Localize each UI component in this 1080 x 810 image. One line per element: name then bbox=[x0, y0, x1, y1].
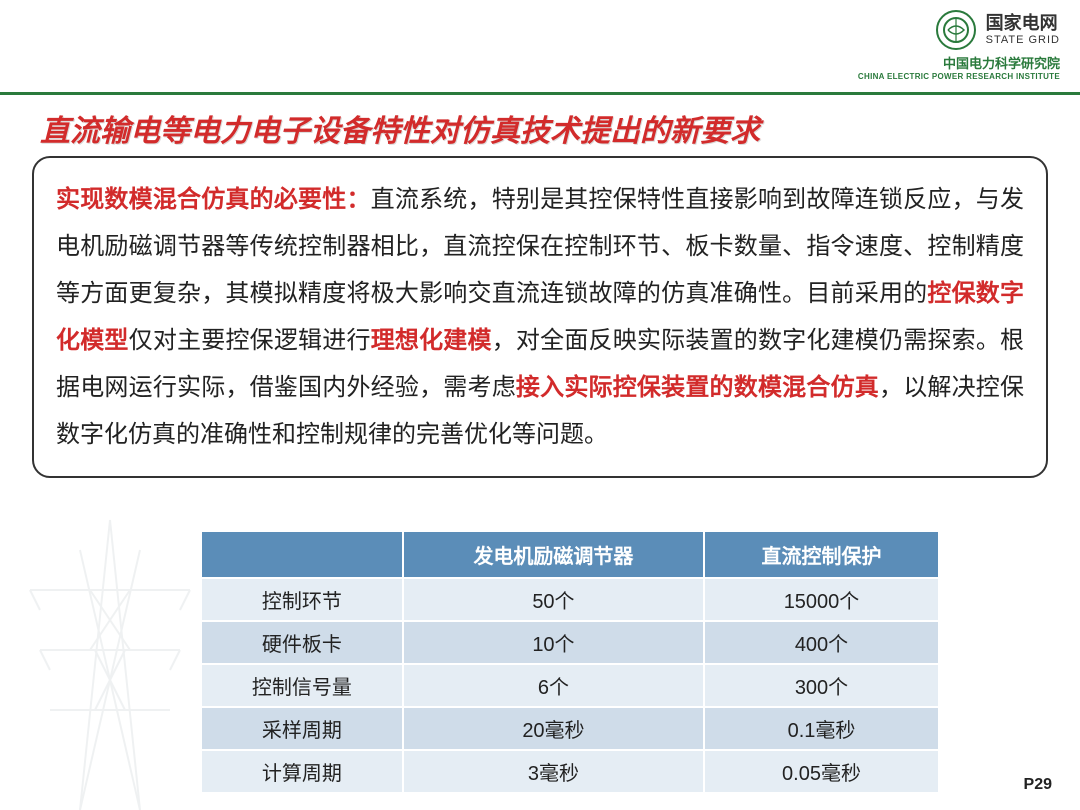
state-grid-logo-icon bbox=[936, 10, 976, 50]
comparison-table-wrap: 发电机励磁调节器 直流控制保护 控制环节 50个 15000个 硬件板卡 10个… bbox=[200, 530, 940, 794]
tower-decoration bbox=[0, 510, 220, 810]
cell: 计算周期 bbox=[201, 750, 403, 793]
cell: 0.1毫秒 bbox=[704, 707, 939, 750]
table-row: 采样周期 20毫秒 0.1毫秒 bbox=[201, 707, 939, 750]
table-row: 控制环节 50个 15000个 bbox=[201, 578, 939, 621]
sub-org: 中国电力科学研究院 CHINA ELECTRIC POWER RESEARCH … bbox=[858, 56, 1060, 82]
cell: 15000个 bbox=[704, 578, 939, 621]
cell: 采样周期 bbox=[201, 707, 403, 750]
comparison-table: 发电机励磁调节器 直流控制保护 控制环节 50个 15000个 硬件板卡 10个… bbox=[200, 530, 940, 794]
sub-org-cn: 中国电力科学研究院 bbox=[858, 56, 1060, 72]
cell: 0.05毫秒 bbox=[704, 750, 939, 793]
cell: 6个 bbox=[403, 664, 704, 707]
th-2: 直流控制保护 bbox=[704, 531, 939, 578]
table-row: 计算周期 3毫秒 0.05毫秒 bbox=[201, 750, 939, 793]
table-header-row: 发电机励磁调节器 直流控制保护 bbox=[201, 531, 939, 578]
org-names: 国家电网 STATE GRID bbox=[986, 13, 1060, 48]
page-number: P29 bbox=[1024, 776, 1052, 794]
cell: 硬件板卡 bbox=[201, 621, 403, 664]
sub-org-en: CHINA ELECTRIC POWER RESEARCH INSTITUTE bbox=[858, 72, 1060, 82]
table-body: 控制环节 50个 15000个 硬件板卡 10个 400个 控制信号量 6个 3… bbox=[201, 578, 939, 793]
cell: 3毫秒 bbox=[403, 750, 704, 793]
table-row: 控制信号量 6个 300个 bbox=[201, 664, 939, 707]
cell: 300个 bbox=[704, 664, 939, 707]
th-1: 发电机励磁调节器 bbox=[403, 531, 704, 578]
p-seg7: 接入实际控保装置的数模混合仿真 bbox=[516, 374, 879, 401]
main-paragraph: 实现数模混合仿真的必要性：直流系统，特别是其控保特性直接影响到故障连锁反应，与发… bbox=[32, 156, 1048, 478]
cell: 50个 bbox=[403, 578, 704, 621]
header: 国家电网 STATE GRID bbox=[936, 10, 1060, 50]
cell: 20毫秒 bbox=[403, 707, 704, 750]
header-divider bbox=[0, 92, 1080, 95]
org-en: STATE GRID bbox=[986, 34, 1060, 47]
cell: 10个 bbox=[403, 621, 704, 664]
slide-title: 直流输电等电力电子设备特性对仿真技术提出的新要求 bbox=[40, 106, 760, 150]
cell: 控制环节 bbox=[201, 578, 403, 621]
org-cn: 国家电网 bbox=[986, 13, 1060, 35]
cell: 控制信号量 bbox=[201, 664, 403, 707]
p-seg1: 实现数模混合仿真的必要性： bbox=[56, 186, 371, 213]
cell: 400个 bbox=[704, 621, 939, 664]
p-seg4: 仅对主要控保逻辑进行 bbox=[129, 327, 371, 354]
th-0 bbox=[201, 531, 403, 578]
table-row: 硬件板卡 10个 400个 bbox=[201, 621, 939, 664]
p-seg5: 理想化建模 bbox=[371, 327, 492, 354]
